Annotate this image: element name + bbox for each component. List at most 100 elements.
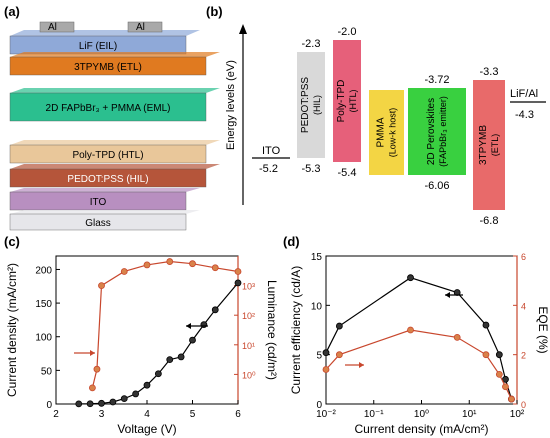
energy-axis-arrow bbox=[239, 24, 247, 34]
data-point bbox=[200, 321, 208, 329]
energy-top-value: -2.3 bbox=[302, 38, 321, 50]
layer-label: LiF (EIL) bbox=[79, 41, 117, 52]
layer-top-face bbox=[10, 52, 220, 57]
y2-tick-label: 10² bbox=[242, 311, 255, 321]
layer-label: Glass bbox=[85, 218, 111, 229]
data-point bbox=[407, 274, 414, 282]
data-point bbox=[189, 260, 196, 268]
data-point bbox=[166, 258, 174, 265]
layer-slab bbox=[9, 56, 207, 76]
direction-arrowhead bbox=[186, 323, 191, 329]
energy-bottom-value: -6.8 bbox=[480, 215, 499, 227]
energy-box-sub: (ETL) bbox=[490, 134, 500, 157]
y2-tick-label: 4 bbox=[521, 301, 526, 311]
layer-slab bbox=[9, 213, 187, 231]
data-point bbox=[109, 398, 117, 406]
layer-top-face bbox=[10, 210, 200, 214]
y-axis-label: Current efficiency (cd/A) bbox=[289, 266, 303, 395]
y-tick-label: 100 bbox=[35, 333, 52, 344]
x-tick-label: 10² bbox=[510, 409, 525, 420]
layer-slab bbox=[9, 144, 207, 164]
energy-box-name: PEDOT:PSS bbox=[300, 77, 311, 133]
al-electrode-left bbox=[39, 21, 75, 33]
y2-tick-label: 10¹ bbox=[242, 341, 255, 351]
energy-bottom-value: -6.06 bbox=[424, 180, 449, 192]
direction-arrowhead bbox=[359, 362, 364, 368]
data-point bbox=[482, 321, 490, 329]
panel-label-b: (b) bbox=[206, 4, 223, 19]
energy-box bbox=[333, 40, 361, 162]
data-point bbox=[93, 365, 101, 373]
data-point bbox=[234, 268, 242, 275]
x-axis-label: Current density (mA/cm²) bbox=[354, 422, 488, 436]
x-tick-label: 4 bbox=[144, 409, 150, 420]
lif-level: -4.3 bbox=[515, 109, 534, 121]
ito-label: ITO bbox=[262, 145, 281, 157]
data-point bbox=[453, 333, 461, 341]
data-point bbox=[335, 322, 343, 330]
energy-box-name: Poly-TPD bbox=[336, 80, 347, 123]
x-tick-label: 3 bbox=[99, 409, 105, 420]
y2-tick-label: 0 bbox=[521, 400, 526, 410]
energy-box bbox=[408, 88, 466, 175]
data-point bbox=[495, 370, 503, 378]
data-point bbox=[407, 326, 414, 334]
energy-box-name: PMMA bbox=[376, 117, 387, 147]
data-point bbox=[86, 400, 94, 408]
y-tick-label: 15 bbox=[311, 252, 323, 263]
panel-label-d: (d) bbox=[283, 234, 300, 249]
layer-top-face bbox=[10, 140, 220, 145]
y-tick-label: 10 bbox=[311, 301, 323, 312]
ito-level: -5.2 bbox=[259, 163, 278, 175]
y-tick-label: 0 bbox=[316, 400, 322, 411]
data-point bbox=[89, 384, 96, 392]
data-point bbox=[166, 356, 174, 364]
x-tick-label: 2 bbox=[53, 409, 59, 420]
layer-label: 3TPYMB (ETL) bbox=[74, 62, 142, 73]
jvl-chart: 2 3 4 5 6 0 50 100 150 200 10⁰ 10¹ 10² 10³ Voltage (V)… bbox=[5, 255, 279, 436]
energy-box-name: 3TPYMB bbox=[478, 125, 489, 165]
direction-arrowhead bbox=[90, 350, 95, 356]
x-tick-label: 10⁻¹ bbox=[364, 409, 384, 420]
data-point bbox=[189, 336, 196, 344]
x-tick-label: 10⁻² bbox=[316, 409, 336, 420]
y2-axis-label: Luminance (cd/m²) bbox=[265, 280, 279, 380]
data-point bbox=[75, 400, 83, 408]
layer-top-face bbox=[10, 188, 200, 192]
data-point bbox=[495, 351, 503, 359]
data-point bbox=[482, 351, 490, 359]
panel-label-c: (c) bbox=[4, 234, 20, 249]
energy-level-diagram: Energy levels (eV) ITO -5.2 LiF/Al -4.3 … bbox=[225, 24, 546, 227]
data-point bbox=[154, 370, 162, 378]
al-electrode-right bbox=[127, 21, 163, 33]
layer-slab bbox=[9, 168, 207, 188]
y2-tick-label: 2 bbox=[521, 351, 526, 361]
x-tick-label: 10⁰ bbox=[414, 409, 429, 420]
energy-box-sub: (HIL) bbox=[312, 95, 322, 115]
y-tick-label: 5 bbox=[316, 351, 322, 362]
energy-top-value: -3.72 bbox=[424, 74, 449, 86]
series-line bbox=[325, 277, 513, 400]
energy-bottom-value: -5.3 bbox=[302, 163, 321, 175]
al-label-left: Al bbox=[48, 22, 57, 33]
data-point bbox=[143, 381, 151, 389]
layer-slab bbox=[9, 92, 207, 122]
energy-box-name: 2D Perovskites bbox=[426, 98, 437, 165]
data-point bbox=[177, 353, 185, 361]
y2-tick-label: 6 bbox=[521, 252, 526, 262]
layer-top-face bbox=[10, 164, 220, 169]
data-point bbox=[335, 351, 343, 359]
data-point bbox=[502, 383, 509, 391]
device-stack: LiF (EIL) 3TPYMB (ETL) 2D FAPbBr₃ + PMMA (… bbox=[9, 21, 220, 231]
x-tick-label: 5 bbox=[190, 409, 196, 420]
layer-top-face bbox=[10, 30, 200, 36]
energy-top-value: -3.3 bbox=[480, 66, 499, 78]
energy-bottom-value: -5.4 bbox=[338, 167, 357, 179]
y2-axis-label: EQE (%) bbox=[536, 306, 550, 353]
data-point bbox=[98, 399, 105, 407]
y2-tick-label: 10³ bbox=[242, 282, 255, 292]
x-axis-label: Voltage (V) bbox=[117, 422, 176, 436]
data-point bbox=[502, 375, 509, 383]
